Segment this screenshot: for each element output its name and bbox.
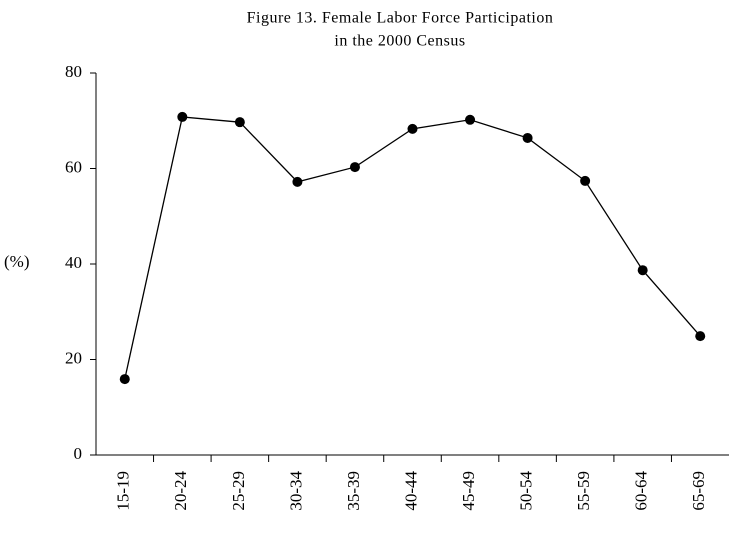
marker (349, 162, 360, 173)
y-axis-label: (%) (4, 252, 29, 271)
y-tick-label: 20 (65, 348, 82, 367)
marker (580, 175, 591, 186)
line (124, 116, 701, 380)
marker (465, 114, 476, 125)
marker (522, 132, 533, 143)
y-tick-label: 40 (65, 253, 82, 272)
marker (695, 331, 706, 342)
marker (407, 123, 418, 134)
marker (177, 111, 188, 122)
x-tick-label: 50-54 (516, 471, 535, 511)
chart-title: Figure 13. Female Labor Force Participat… (247, 10, 554, 27)
y-tick-label: 80 (65, 62, 82, 81)
marker (292, 176, 303, 187)
x-tick-label: 55-59 (574, 471, 593, 511)
x-tick-label: 15-19 (114, 471, 133, 511)
y-tick-label: 60 (65, 157, 82, 176)
marker (119, 374, 130, 385)
y-tick-label: 0 (74, 444, 83, 463)
x-tick-label: 60-64 (632, 471, 651, 511)
x-tick-label: 40-44 (401, 471, 420, 511)
x-tick-label: 45-49 (459, 471, 478, 511)
marker (234, 117, 245, 128)
x-tick-label: 35-39 (344, 471, 363, 511)
x-tick-label: 30-34 (286, 471, 305, 511)
chart-title: in the 2000 Census (334, 33, 465, 50)
x-tick-label: 65-69 (689, 471, 708, 511)
x-tick-label: 20-24 (171, 471, 190, 511)
marker (637, 265, 648, 276)
x-tick-label: 25-29 (229, 471, 248, 511)
